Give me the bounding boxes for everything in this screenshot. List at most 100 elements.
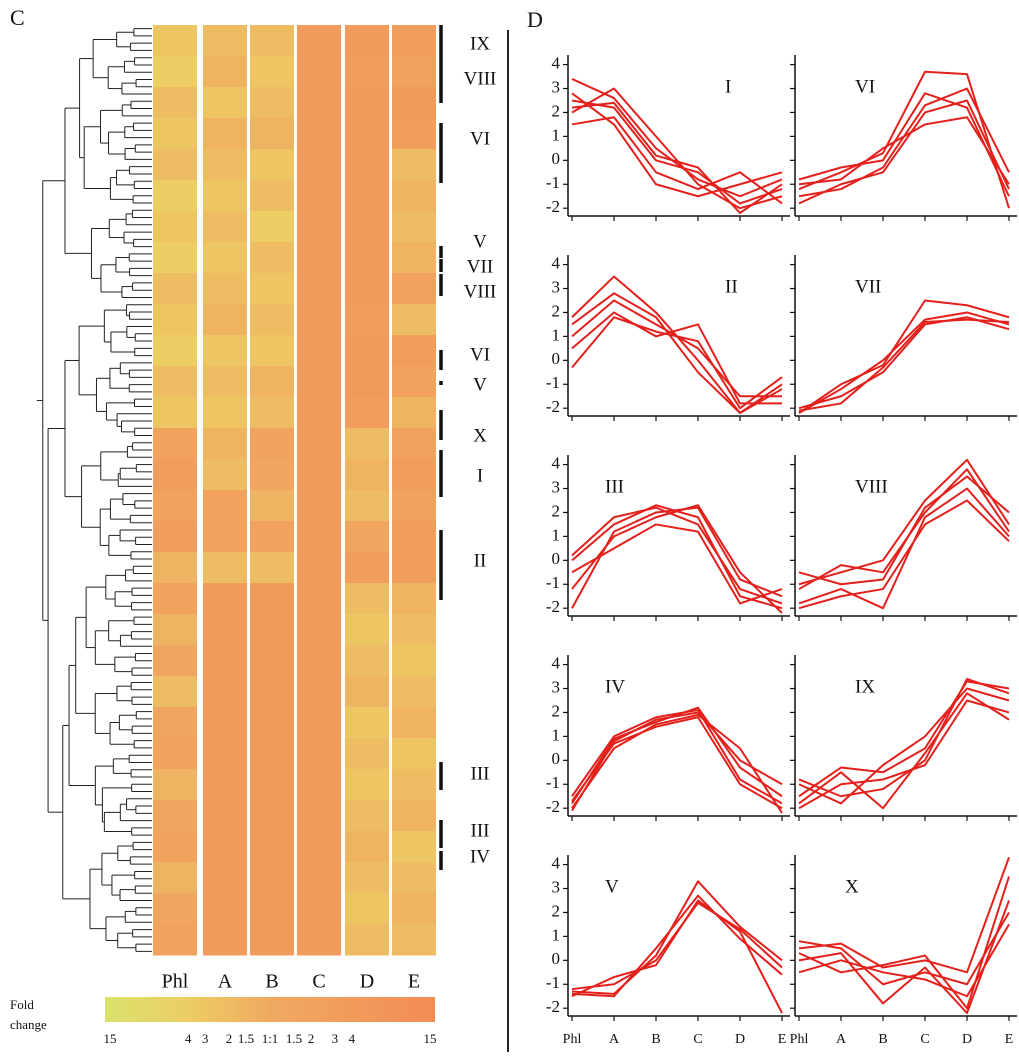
profile-line [798,116,1010,186]
heatmap-cell [250,87,294,119]
profile-line [571,880,783,995]
heatmap-cell [250,335,294,367]
colorbar-tick-label: 2 [308,1031,315,1046]
heatmap-cell [297,56,341,88]
heatmap-cell [392,552,436,584]
heatmap-cell [345,180,389,212]
heatmap-cell [250,676,294,708]
profile-line [798,911,1010,986]
heatmap-cell [203,118,247,150]
heatmap-cell [203,676,247,708]
profile-line [798,699,1010,810]
heatmap-cell [250,490,294,522]
heatmap-cell [250,211,294,243]
heatmap-cell [345,149,389,181]
heatmap-cell [297,25,341,57]
y-tick-label: 3 [552,77,561,96]
heatmap-cell [250,738,294,770]
heatmap-cell [392,707,436,739]
heatmap-cell [345,242,389,274]
heatmap-cell [250,893,294,925]
heatmap-cell [153,614,197,646]
heatmap-cell [297,242,341,274]
y-tick-label: 4 [552,53,561,72]
heatmap-cell [203,521,247,553]
plot-title: V [605,876,619,897]
profile-line [571,299,782,398]
profile-line [798,458,1010,586]
plot-title: VI [855,76,875,97]
heatmap-cell [250,862,294,894]
heatmap-cell [345,521,389,553]
heatmap-cell [297,924,341,956]
profile-line [571,711,783,812]
heatmap-cell [297,769,341,801]
heatmap-cell [392,273,436,305]
x-tick-label: E [1005,1032,1014,1047]
profile-line [571,709,783,805]
profile-line [798,499,1010,610]
cluster-label: III [471,763,490,784]
heatmap-cell [345,273,389,305]
heatmap-cell [392,831,436,863]
heatmap-cell [153,831,197,863]
heatmap-cell [345,800,389,832]
column-label: D [360,971,374,993]
heatmap-cell [153,335,197,367]
y-tick-label: 2 [552,301,561,320]
heatmap-cell [153,676,197,708]
heatmap-cell [153,211,197,243]
colorbar-tick-label: 4 [349,1031,356,1046]
profile-line [571,716,783,810]
heatmap-cell [153,428,197,460]
cluster-label: IX [470,33,490,54]
y-tick-label: 0 [552,549,561,568]
heatmap-cell [392,769,436,801]
x-tick-label: C [920,1032,929,1047]
y-tick-label: -2 [546,597,560,616]
y-tick-label: 0 [552,949,561,968]
heatmap-cell [153,769,197,801]
column-label: A [218,971,233,993]
plot-title: I [725,76,731,97]
y-tick-label: 3 [552,877,561,896]
heatmap-cell [153,521,197,553]
heatmap-cell [345,893,389,925]
cluster-label: I [477,465,483,486]
heatmap-cell [392,583,436,615]
profile-line [798,299,1010,414]
profile-line [571,894,783,998]
heatmap-cell [345,676,389,708]
heatmap-cell [203,56,247,88]
heatmap-cell [392,87,436,119]
heatmap-cell [297,862,341,894]
profile-line [571,78,783,198]
heatmap-cell [250,645,294,677]
cluster-label: VIII [464,68,497,89]
heatmap-cell [203,645,247,677]
heatmap-cell [345,335,389,367]
plot-title: III [605,476,624,497]
heatmap-cell [297,304,341,336]
heatmap-cell [392,800,436,832]
heatmap-cell [153,56,197,88]
heatmap-cell [297,149,341,181]
heatmap-cell [345,552,389,584]
heatmap-cell [203,769,247,801]
cluster-label: VI [470,344,490,365]
heatmap-cell [153,304,197,336]
y-tick-label: 0 [552,349,561,368]
profile-line [798,857,1010,974]
profile-line [571,87,783,210]
heatmap-cell [153,149,197,181]
heatmap-cell [392,614,436,646]
heatmap-cell [297,428,341,460]
cluster-label: II [474,550,487,571]
heatmap-cell [153,893,197,925]
y-tick-label: -1 [546,973,560,992]
heatmap-cell [250,242,294,274]
heatmap-cell [153,862,197,894]
heatmap-cell [153,273,197,305]
